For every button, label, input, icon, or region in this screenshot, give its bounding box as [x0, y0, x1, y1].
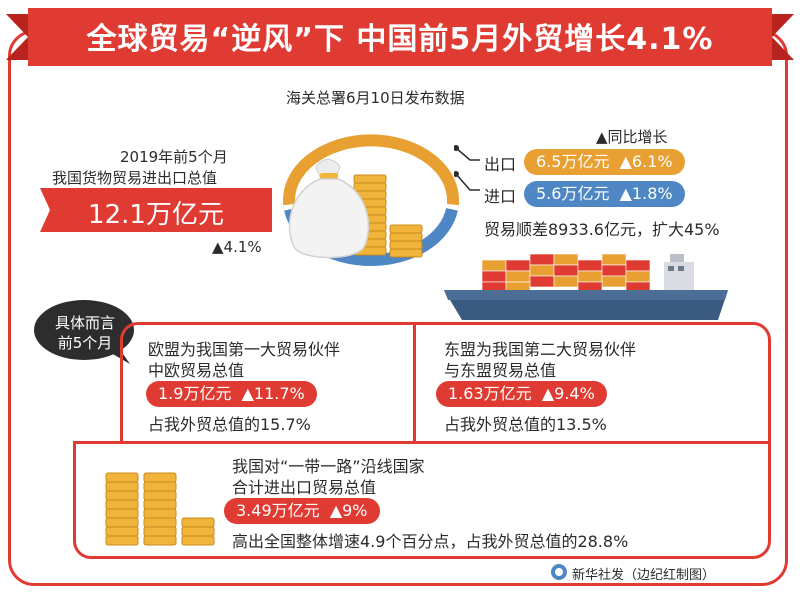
trade-surplus: 贸易顺差8933.6亿元，扩大45% — [484, 220, 720, 239]
asean-line2: 与东盟贸易总值 — [444, 361, 557, 380]
coin-stack-icon — [105, 472, 215, 546]
asean-line1: 东盟为我国第二大贸易伙伴 — [444, 340, 637, 359]
connector-lines — [454, 145, 480, 191]
asean-growth: ▲9.4% — [541, 384, 595, 403]
total-growth: ▲4.1% — [212, 238, 262, 256]
money-bag-icon — [288, 159, 423, 259]
export-label: 出口 — [484, 155, 517, 174]
import-growth: ▲1.8% — [619, 184, 673, 203]
bri-note: 高出全国整体增速4.9个百分点，占我外贸总值的28.8% — [232, 532, 629, 551]
source-note: 海关总署6月10日发布数据 — [286, 89, 465, 107]
total-value: 12.1万亿元 — [88, 200, 224, 230]
eu-value: 1.9万亿元 — [158, 384, 232, 403]
bri-line1: 我国对“一带一路”沿线国家 — [232, 457, 425, 476]
export-pill: 6.5万亿元 ▲6.1% — [524, 149, 685, 175]
export-growth: ▲6.1% — [619, 152, 673, 171]
asean-value: 1.63万亿元 — [448, 384, 532, 403]
import-value: 5.6万亿元 — [536, 184, 610, 203]
eu-line2: 中欧贸易总值 — [148, 361, 245, 380]
eu-growth: ▲11.7% — [241, 384, 305, 403]
eu-pill: 1.9万亿元 ▲11.7% — [146, 381, 317, 407]
total-label-line2: 我国货物贸易进出口总值 — [52, 169, 218, 187]
detail-tag-bubble — [34, 300, 134, 364]
asean-share: 占我外贸总值的13.5% — [444, 415, 607, 434]
credit-text: 新华社发（边纪红制图） — [572, 568, 716, 583]
bri-line2: 合计进出口贸易总值 — [232, 478, 377, 497]
container-ship-icon — [444, 253, 728, 320]
xinhua-logo-icon — [551, 564, 567, 580]
total-label-line1: 2019年前5个月 — [120, 148, 228, 166]
eu-share: 占我外贸总值的15.7% — [148, 415, 311, 434]
bri-panel — [73, 441, 771, 559]
asean-pill: 1.63万亿元 ▲9.4% — [436, 381, 607, 407]
eu-line1: 欧盟为我国第一大贸易伙伴 — [148, 340, 341, 359]
export-value: 6.5万亿元 — [536, 152, 610, 171]
growth-legend: ▲同比增长 — [596, 128, 668, 146]
detail-tag-line2: 前5个月 — [57, 334, 113, 352]
page-title: 全球贸易“逆风”下 中国前5月外贸增长4.1% — [86, 22, 714, 57]
export-arc — [283, 134, 459, 206]
bri-value: 3.49万亿元 — [236, 501, 320, 520]
detail-tag-line1: 具体而言 — [54, 314, 115, 332]
bri-pill: 3.49万亿元 ▲9% — [224, 498, 380, 524]
title-banner — [6, 8, 794, 66]
bri-growth: ▲9% — [329, 501, 368, 520]
import-label: 进口 — [484, 187, 517, 206]
total-value-banner: 12.1万亿元 — [40, 188, 272, 232]
import-pill: 5.6万亿元 ▲1.8% — [524, 181, 685, 207]
